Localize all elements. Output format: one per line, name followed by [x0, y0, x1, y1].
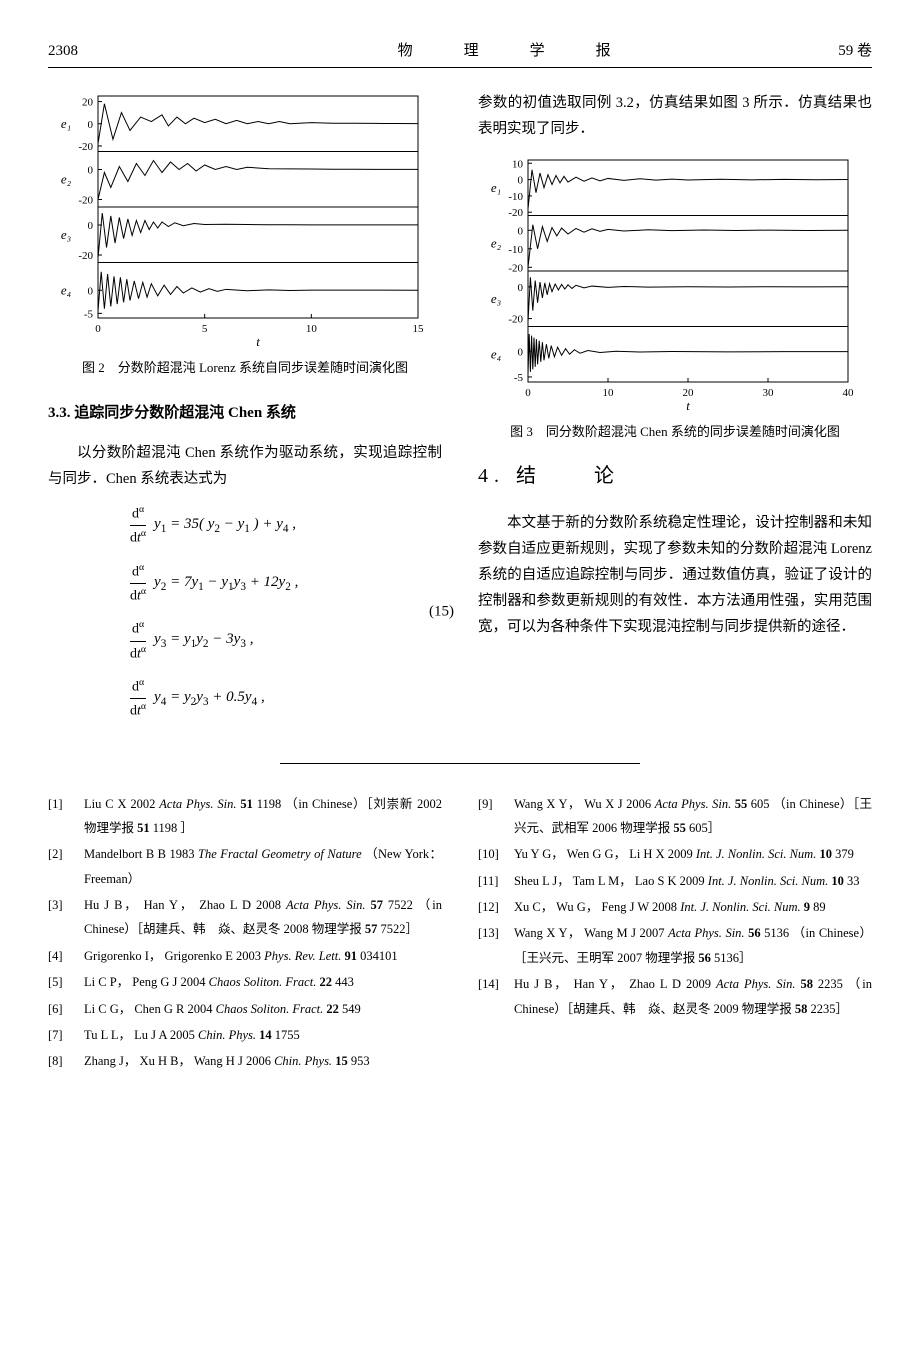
reference-item: [6]Li C G， Chen G R 2004 Chaos Soliton. …: [48, 997, 442, 1021]
references-left-column: [1]Liu C X 2002 Acta Phys. Sin. 51 1198 …: [48, 792, 442, 1076]
svg-text:e₃: e₃: [61, 227, 71, 242]
svg-text:0: 0: [518, 347, 524, 359]
section-4-heading: 4. 结 论: [478, 461, 872, 492]
figure-3: 100-10-20e₁0-10-20e₂0-20e₃0-5e₄010203040…: [478, 154, 872, 442]
svg-text:e₂: e₂: [491, 236, 502, 251]
reference-item: [14]Hu J B， Han Y， Zhao L D 2009 Acta Ph…: [478, 972, 872, 1021]
svg-text:t: t: [686, 398, 690, 413]
svg-text:e₁: e₁: [61, 116, 71, 131]
svg-text:0: 0: [88, 165, 94, 177]
reference-separator: [280, 763, 640, 764]
equation-line: dαdtαy4 = y2y3 + 0.5y4 ,: [128, 675, 442, 723]
svg-text:20: 20: [82, 97, 94, 109]
svg-text:5: 5: [202, 323, 208, 335]
volume-label: 59 卷: [838, 40, 872, 63]
svg-text:e₂: e₂: [61, 172, 72, 187]
figure-2: 200-20e₁0-20e₂0-20e₃0-5e₄051015t 图 2 分数阶…: [48, 90, 442, 378]
svg-text:0: 0: [518, 282, 524, 294]
main-content: 200-20e₁0-20e₂0-20e₃0-5e₄051015t 图 2 分数阶…: [48, 90, 872, 732]
svg-text:40: 40: [843, 387, 855, 399]
svg-text:e₄: e₄: [61, 283, 72, 298]
references-right-column: [9]Wang X Y， Wu X J 2006 Acta Phys. Sin.…: [478, 792, 872, 1076]
reference-item: [4]Grigorenko I， Grigorenko E 2003 Phys.…: [48, 944, 442, 968]
reference-item: [13]Wang X Y， Wang M J 2007 Acta Phys. S…: [478, 921, 872, 970]
svg-text:-5: -5: [514, 372, 524, 384]
reference-item: [1]Liu C X 2002 Acta Phys. Sin. 51 1198 …: [48, 792, 442, 841]
reference-item: [7]Tu L L， Lu J A 2005 Chin. Phys. 14 17…: [48, 1023, 442, 1047]
svg-text:30: 30: [763, 387, 775, 399]
reference-item: [9]Wang X Y， Wu X J 2006 Acta Phys. Sin.…: [478, 792, 872, 841]
svg-text:-10: -10: [508, 191, 523, 203]
reference-item: [8]Zhang J， Xu H B， Wang H J 2006 Chin. …: [48, 1049, 442, 1073]
svg-text:0: 0: [88, 220, 94, 232]
equation-15-number: (15): [429, 601, 454, 624]
page-header: 2308 物 理 学 报 59 卷: [48, 40, 872, 68]
figure-3-chart: 100-10-20e₁0-10-20e₂0-20e₃0-5e₄010203040…: [478, 154, 858, 414]
figure-2-chart: 200-20e₁0-20e₂0-20e₃0-5e₄051015t: [48, 90, 428, 350]
svg-text:10: 10: [306, 323, 318, 335]
page-number: 2308: [48, 40, 78, 63]
svg-text:0: 0: [518, 226, 524, 238]
journal-title: 物 理 学 报: [288, 40, 629, 63]
right-column: 参数的初值选取同例 3.2，仿真结果如图 3 所示．仿真结果也表明实现了同步． …: [478, 90, 872, 732]
reference-item: [5]Li C P， Peng G J 2004 Chaos Soliton. …: [48, 970, 442, 994]
equation-line: dαdtαy1 = 35( y2 − y1 ) + y4 ,: [128, 502, 442, 550]
reference-item: [12]Xu C， Wu G， Feng J W 2008 Int. J. No…: [478, 895, 872, 919]
figure-2-caption: 图 2 分数阶超混沌 Lorenz 系统自同步误差随时间演化图: [48, 358, 442, 378]
left-column: 200-20e₁0-20e₂0-20e₃0-5e₄051015t 图 2 分数阶…: [48, 90, 442, 732]
section-3-3-heading: 3.3. 追踪同步分数阶超混沌 Chen 系统: [48, 402, 442, 425]
svg-text:10: 10: [603, 387, 615, 399]
svg-text:e₄: e₄: [491, 347, 502, 362]
svg-text:-20: -20: [78, 250, 93, 262]
svg-text:t: t: [256, 334, 260, 349]
svg-text:e₃: e₃: [491, 291, 501, 306]
reference-item: [2]Mandelbort B B 1983 The Fractal Geome…: [48, 842, 442, 891]
reference-item: [10]Yu Y G， Wen G G， Li H X 2009 Int. J.…: [478, 842, 872, 866]
reference-item: [3]Hu J B， Han Y， Zhao L D 2008 Acta Phy…: [48, 893, 442, 942]
section-3-3-intro: 以分数阶超混沌 Chen 系统作为驱动系统，实现追踪控制与同步．Chen 系统表…: [48, 440, 442, 492]
svg-text:0: 0: [95, 323, 101, 335]
svg-text:0: 0: [525, 387, 531, 399]
svg-text:-20: -20: [78, 195, 93, 207]
svg-text:-10: -10: [508, 244, 523, 256]
svg-text:-20: -20: [508, 314, 523, 326]
references: [1]Liu C X 2002 Acta Phys. Sin. 51 1198 …: [48, 792, 872, 1076]
svg-text:0: 0: [88, 286, 94, 298]
equation-15: dαdtαy1 = 35( y2 − y1 ) + y4 , dαdtαy2 = …: [128, 502, 442, 723]
svg-text:15: 15: [413, 323, 425, 335]
svg-text:-20: -20: [78, 141, 93, 153]
section-4-para: 本文基于新的分数阶系统稳定性理论，设计控制器和未知参数自适应更新规则，实现了参数…: [478, 510, 872, 640]
svg-text:e₁: e₁: [491, 180, 501, 195]
reference-item: [11]Sheu L J， Tam L M， Lao S K 2009 Int.…: [478, 869, 872, 893]
svg-text:-20: -20: [508, 263, 523, 275]
svg-text:-5: -5: [84, 309, 94, 321]
svg-text:0: 0: [518, 175, 524, 187]
right-intro-para: 参数的初值选取同例 3.2，仿真结果如图 3 所示．仿真结果也表明实现了同步．: [478, 90, 872, 142]
equation-line: dαdtαy2 = 7y1 − y1y3 + 12y2 ,: [128, 560, 442, 608]
svg-text:-20: -20: [508, 208, 523, 220]
svg-text:0: 0: [88, 119, 94, 131]
svg-text:10: 10: [512, 159, 524, 171]
equation-line: dαdtαy3 = y1y2 − 3y3 ,: [128, 617, 442, 665]
figure-3-caption: 图 3 同分数阶超混沌 Chen 系统的同步误差随时间演化图: [478, 422, 872, 442]
